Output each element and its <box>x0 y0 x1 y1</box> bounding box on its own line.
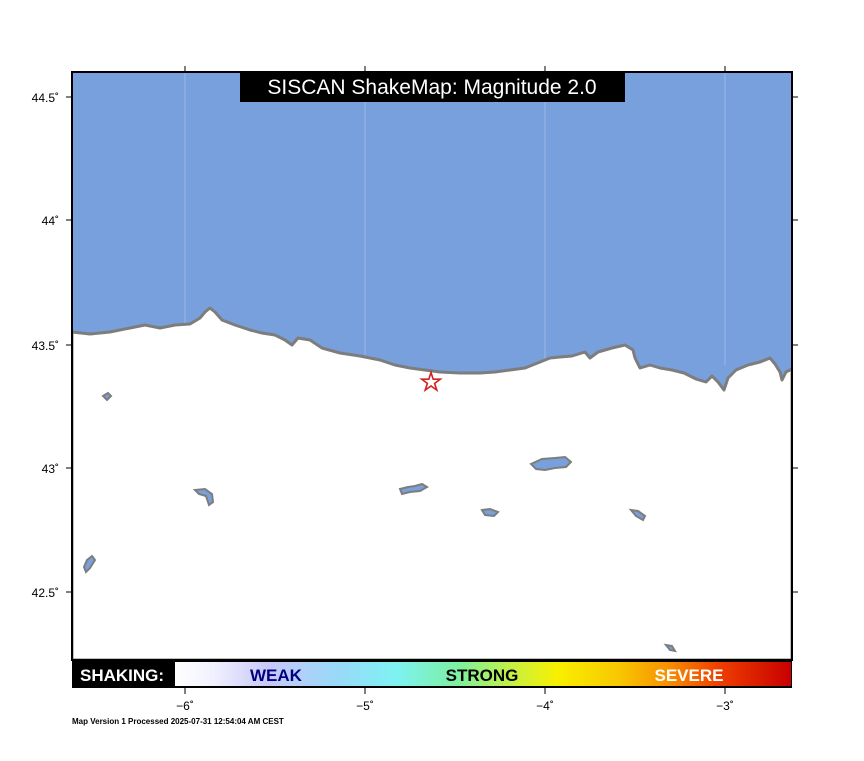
epicenter-star-icon[interactable] <box>419 369 443 393</box>
map-title: SISCAN ShakeMap: Magnitude 2.0 <box>240 73 625 102</box>
map-version-footer: Map Version 1 Processed 2025-07-31 12:54… <box>72 717 284 726</box>
lon-tick-label: −5˚ <box>356 699 374 713</box>
weak-label: WEAK <box>250 666 303 685</box>
lon-tick-label: −3˚ <box>716 699 734 713</box>
shaking-color-bar <box>175 662 791 686</box>
lat-tick-label: 43˚ <box>42 462 59 476</box>
lat-tick-label: 43.5˚ <box>32 339 59 353</box>
lat-tick-label: 44.5˚ <box>32 91 59 105</box>
title-text: SISCAN ShakeMap: Magnitude 2.0 <box>267 76 596 99</box>
lat-tick-label: 42.5˚ <box>32 586 59 600</box>
lon-tick-label: −6˚ <box>176 699 194 713</box>
lon-tick-label: −4˚ <box>536 699 554 713</box>
shaking-label: SHAKING: <box>80 666 164 685</box>
land-mass <box>72 306 792 660</box>
strong-label: STRONG <box>446 666 519 685</box>
lat-tick-label: 44˚ <box>42 214 59 228</box>
shaking-legend: SHAKING: WEAK STRONG SEVERE <box>72 660 792 688</box>
severe-label: SEVERE <box>655 666 724 685</box>
lon-axis <box>184 66 726 694</box>
graticule <box>184 72 726 365</box>
lat-axis <box>66 96 798 593</box>
inland-water <box>82 391 678 653</box>
